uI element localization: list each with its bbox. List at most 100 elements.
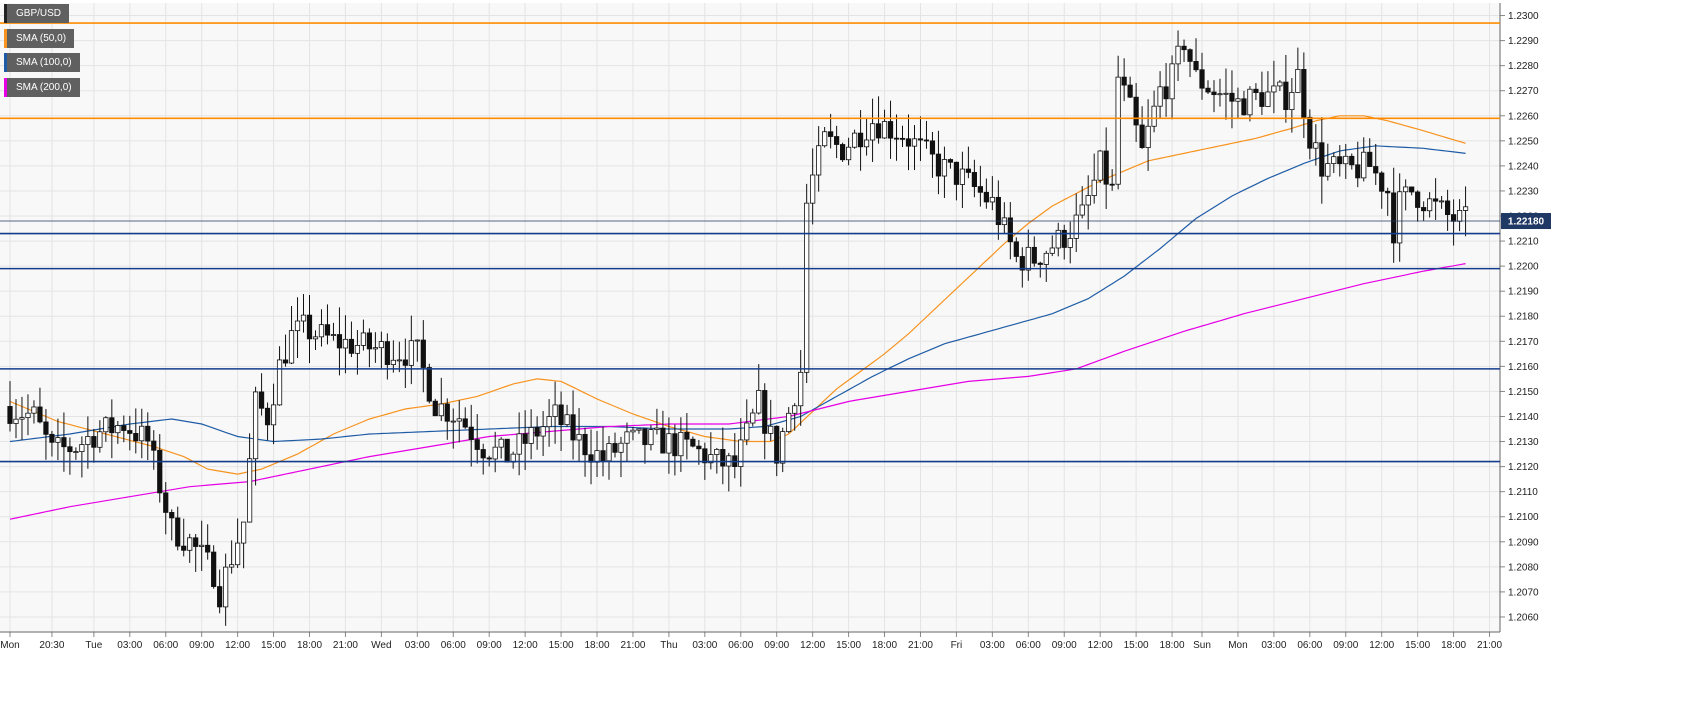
x-tick-label: 09:00 xyxy=(189,640,214,651)
candle-body xyxy=(55,437,61,443)
candle-body xyxy=(546,416,552,428)
candle-body xyxy=(1247,88,1253,116)
candle-body xyxy=(342,338,349,349)
candle-body xyxy=(1175,45,1181,65)
candle-body xyxy=(229,564,235,568)
candle-body xyxy=(127,430,133,434)
candle-body xyxy=(768,425,774,434)
current-price-box xyxy=(1501,213,1551,230)
candle-body xyxy=(983,191,989,203)
candle-body xyxy=(468,426,474,441)
candle-body xyxy=(1145,125,1151,148)
legend-sma-200[interactable]: SMA (200,0) xyxy=(4,77,80,97)
candle-body xyxy=(360,332,367,346)
candle-body xyxy=(696,445,702,450)
x-tick-label: 09:00 xyxy=(477,640,502,651)
candle-body xyxy=(1193,61,1199,71)
candle-body xyxy=(738,439,744,467)
candle-body xyxy=(1265,91,1271,107)
x-tick-label: 18:00 xyxy=(297,640,322,651)
candle-body xyxy=(1397,191,1403,244)
legend-sma-50[interactable]: SMA (50,0) xyxy=(4,28,75,48)
candle-body xyxy=(1103,150,1109,185)
candle-body xyxy=(1169,63,1175,100)
legend-sma-100-swatch xyxy=(4,53,7,72)
candle-body xyxy=(995,196,1001,226)
candle-body xyxy=(1187,49,1193,62)
candle-body xyxy=(1445,200,1451,216)
candle-body xyxy=(396,359,402,362)
candle-body xyxy=(594,450,600,463)
candle-body xyxy=(1217,93,1223,96)
candle-body xyxy=(570,414,576,441)
candle-body xyxy=(492,446,498,460)
candle-body xyxy=(1385,190,1391,194)
x-tick-label: 06:00 xyxy=(728,640,753,651)
candle-body xyxy=(1253,88,1259,93)
x-tick-label: 15:00 xyxy=(549,640,574,651)
y-tick-label: 1.2260 xyxy=(1508,111,1539,122)
x-tick-label: 03:00 xyxy=(405,640,430,651)
candle-body xyxy=(965,168,972,173)
candle-body xyxy=(1073,214,1079,239)
candle-body xyxy=(1259,92,1265,107)
candle-body xyxy=(43,421,49,435)
y-tick-label: 1.2140 xyxy=(1508,412,1539,423)
candle-body xyxy=(1421,207,1427,212)
candle-body xyxy=(103,417,109,433)
candle-body xyxy=(624,431,630,444)
candle-body xyxy=(893,137,900,140)
candle-body xyxy=(576,433,582,441)
candle-body xyxy=(1199,69,1205,89)
candle-body xyxy=(258,391,265,409)
x-tick-label: 15:00 xyxy=(1124,640,1149,651)
x-tick-label: Mon xyxy=(1228,640,1247,651)
candle-body xyxy=(1163,86,1169,100)
sma-line-0 xyxy=(9,115,1466,475)
candle-body xyxy=(498,438,504,448)
x-tick-label: 03:00 xyxy=(117,640,142,651)
candle-body xyxy=(7,406,13,424)
candle-body xyxy=(444,403,450,422)
candle-body xyxy=(300,314,307,322)
candle-body xyxy=(462,418,468,428)
candle-body xyxy=(666,433,672,454)
candle-body xyxy=(774,425,780,464)
candle-body xyxy=(390,359,396,365)
candle-body xyxy=(636,428,642,431)
x-tick-label: 03:00 xyxy=(1261,640,1286,651)
candle-body xyxy=(816,145,822,176)
x-tick-label: 21:00 xyxy=(333,640,358,651)
candle-body xyxy=(1307,116,1313,149)
candle-body xyxy=(1043,252,1049,265)
x-tick-label: 06:00 xyxy=(441,640,466,651)
legend-sma-50-label: SMA (50,0) xyxy=(16,32,67,44)
x-tick-label: 15:00 xyxy=(1405,640,1430,651)
candle-body xyxy=(911,138,918,147)
candle-body xyxy=(330,334,337,336)
candle-body xyxy=(217,586,223,608)
legend-symbol[interactable]: GBP/USD xyxy=(4,4,70,23)
y-tick-label: 1.2270 xyxy=(1508,86,1539,97)
x-tick-label: 06:00 xyxy=(1297,640,1322,651)
candle-body xyxy=(115,425,121,434)
candle-body xyxy=(13,418,19,424)
candle-body xyxy=(558,404,564,426)
candle-body xyxy=(1319,142,1325,177)
legend-sma-100[interactable]: SMA (100,0) xyxy=(4,53,80,72)
candle-body xyxy=(85,436,91,445)
candle-body xyxy=(1277,81,1283,87)
candle-body xyxy=(678,431,684,457)
x-tick-label: Thu xyxy=(660,640,677,651)
candle-body xyxy=(19,417,25,420)
candle-body xyxy=(1097,150,1103,181)
candle-body xyxy=(672,433,678,457)
candle-body xyxy=(414,339,420,342)
candle-body xyxy=(1271,85,1277,93)
candle-body xyxy=(1343,155,1349,165)
candle-body xyxy=(1031,246,1037,264)
candle-body xyxy=(25,412,31,419)
candle-body xyxy=(282,359,289,364)
candle-body xyxy=(1007,217,1013,243)
candle-body xyxy=(600,450,606,462)
